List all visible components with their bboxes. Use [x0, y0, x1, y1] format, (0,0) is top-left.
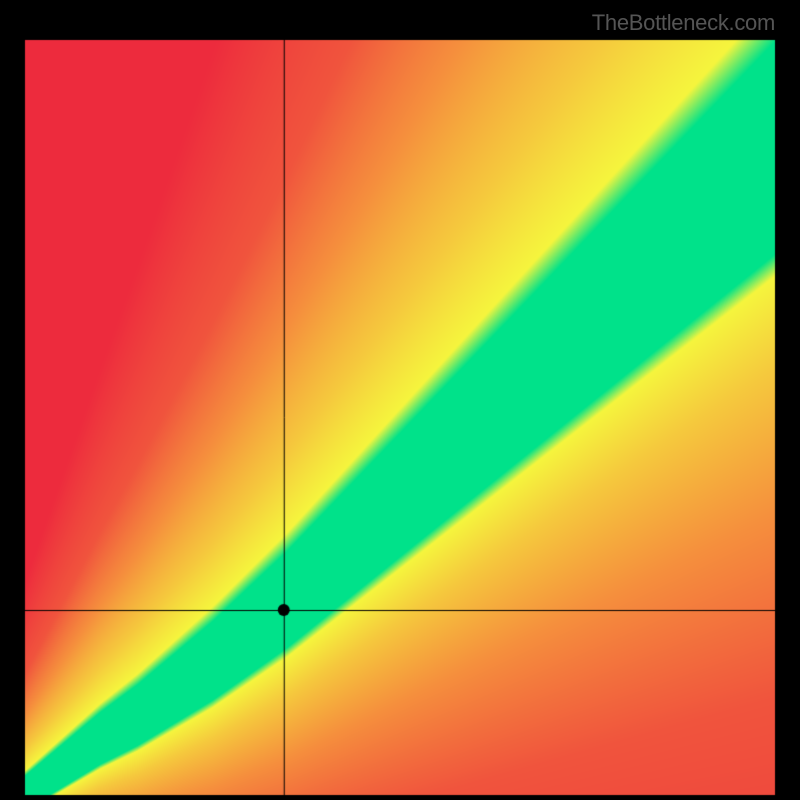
watermark-text: TheBottleneck.com — [592, 10, 775, 36]
chart-container: TheBottleneck.com — [0, 0, 800, 800]
bottleneck-heatmap — [0, 0, 800, 800]
